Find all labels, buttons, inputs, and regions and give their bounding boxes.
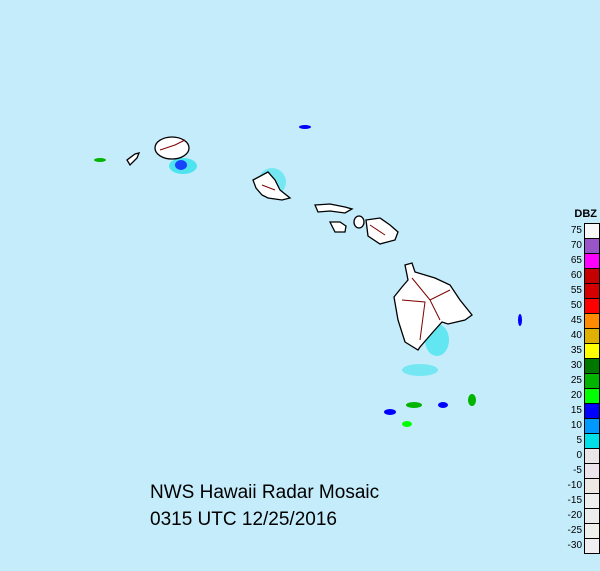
legend-swatch bbox=[584, 463, 600, 478]
legend-swatch bbox=[584, 328, 600, 343]
legend-swatch bbox=[584, 268, 600, 283]
legend-swatch bbox=[584, 508, 600, 523]
legend-swatch bbox=[584, 537, 600, 554]
legend-entry: 45 bbox=[563, 313, 600, 328]
legend-label: 0 bbox=[576, 450, 582, 461]
legend-swatch bbox=[584, 343, 600, 358]
legend-entry: 25 bbox=[563, 373, 600, 388]
legend-entry: 30 bbox=[563, 358, 600, 373]
legend-entry: -5 bbox=[563, 463, 600, 478]
legend-entry: 15 bbox=[563, 403, 600, 418]
legend-swatch bbox=[584, 388, 600, 403]
island-east-maui bbox=[365, 217, 399, 245]
legend-entry: 50 bbox=[563, 298, 600, 313]
legend-label: -30 bbox=[567, 540, 582, 551]
legend-label: -20 bbox=[567, 510, 582, 521]
legend-label: -10 bbox=[567, 480, 582, 491]
legend-swatch bbox=[584, 403, 600, 418]
map-title: NWS Hawaii Radar Mosaic bbox=[150, 482, 380, 503]
island-lanai bbox=[328, 221, 347, 233]
legend-label: 5 bbox=[576, 435, 582, 446]
legend-swatch bbox=[584, 253, 600, 268]
legend-swatch bbox=[584, 493, 600, 508]
legend-label: 65 bbox=[570, 255, 582, 266]
legend-entry: -25 bbox=[563, 523, 600, 538]
legend-entry: 20 bbox=[563, 388, 600, 403]
legend-entry: 60 bbox=[563, 268, 600, 283]
legend-label: 30 bbox=[570, 360, 582, 371]
legend-swatch bbox=[584, 478, 600, 493]
legend-entry: -10 bbox=[563, 478, 600, 493]
legend-entry: -30 bbox=[563, 537, 600, 554]
legend-label: 15 bbox=[570, 405, 582, 416]
legend-swatch bbox=[584, 373, 600, 388]
legend-label: 55 bbox=[570, 285, 582, 296]
legend-label: 20 bbox=[570, 390, 582, 401]
legend-label: -5 bbox=[573, 465, 582, 476]
legend-entry: 70 bbox=[563, 238, 600, 253]
legend-swatch bbox=[584, 238, 600, 253]
legend-swatch bbox=[584, 283, 600, 298]
legend-label: 25 bbox=[570, 375, 582, 386]
legend-entry: 35 bbox=[563, 343, 600, 358]
legend-label: -25 bbox=[567, 525, 582, 536]
legend-label: 35 bbox=[570, 345, 582, 356]
legend-unit: DBZ bbox=[574, 208, 597, 220]
legend-swatch bbox=[584, 448, 600, 463]
legend-label: 75 bbox=[570, 225, 582, 236]
legend-entry: 0 bbox=[563, 448, 600, 463]
legend-entry: 5 bbox=[563, 433, 600, 448]
radar-echoes bbox=[94, 125, 522, 427]
dbz-legend: DBZ 75 70 65 60 55 50 45 40 35 30 25 20 15 10 5 0 -5 -10-… bbox=[563, 208, 600, 554]
legend-entry: -20 bbox=[563, 508, 600, 523]
legend-entry: 10 bbox=[563, 418, 600, 433]
legend-swatch bbox=[584, 523, 600, 538]
legend-entry: 75 bbox=[563, 223, 600, 238]
island-molokai bbox=[314, 203, 354, 214]
legend-entry: 40 bbox=[563, 328, 600, 343]
legend-swatch bbox=[584, 223, 600, 238]
legend-entry: 55 bbox=[563, 283, 600, 298]
legend-swatch bbox=[584, 418, 600, 433]
map-timestamp: 0315 UTC 12/25/2016 bbox=[150, 509, 337, 530]
legend-swatch bbox=[584, 433, 600, 448]
legend-label: 50 bbox=[570, 300, 582, 311]
island-west-maui bbox=[353, 215, 365, 229]
legend-label: 40 bbox=[570, 330, 582, 341]
legend-swatch bbox=[584, 298, 600, 313]
legend-swatch bbox=[584, 313, 600, 328]
island-oahu bbox=[252, 171, 292, 201]
legend-label: 70 bbox=[570, 240, 582, 251]
legend-entry: 65 bbox=[563, 253, 600, 268]
legend-label: 60 bbox=[570, 270, 582, 281]
legend-entry: -15 bbox=[563, 493, 600, 508]
legend-label: -15 bbox=[567, 495, 582, 506]
district-boundaries bbox=[159, 139, 451, 341]
island-niihau bbox=[126, 152, 141, 167]
legend-swatch bbox=[584, 358, 600, 373]
legend-label: 45 bbox=[570, 315, 582, 326]
legend-label: 10 bbox=[570, 420, 582, 431]
